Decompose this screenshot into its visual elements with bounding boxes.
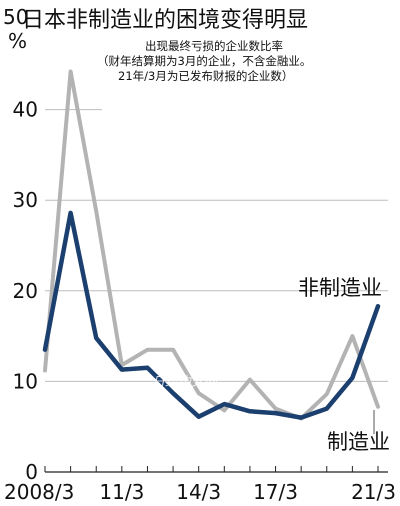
series-lines <box>42 69 381 421</box>
x-tick-labels: 2008/3 11/3 14/3 17/3 21/3 <box>4 466 396 504</box>
series-label-manufacturing: 制造业 <box>327 430 390 454</box>
chart-subtitle-line-1: 出现最终亏损的企业数比率 <box>145 39 283 53</box>
series-line-non-manufacturing <box>42 210 381 420</box>
y-axis-unit: % <box>8 29 27 53</box>
y-tick-labels: 0 10 20 30 40 <box>13 98 38 484</box>
x-tick-label: 21/3 <box>351 480 396 504</box>
x-tick-label: 2008/3 <box>4 480 74 504</box>
x-tick-label: 14/3 <box>176 480 221 504</box>
y-axis-top-value: 50 <box>3 5 28 29</box>
watermark: 日经中文网 <box>152 374 219 390</box>
x-tick-label: 11/3 <box>99 480 144 504</box>
chart-subtitle-line-3: 21年/3月为已发布财报的企业数） <box>118 69 293 83</box>
series-label-non-manufacturing: 非制造业 <box>298 276 382 300</box>
chart-title: 日本非制造业的困境变得明显 <box>22 8 308 33</box>
series-line-manufacturing <box>43 69 380 421</box>
y-tick-label: 20 <box>13 279 38 303</box>
y-tick-label: 10 <box>13 369 38 393</box>
y-tick-label: 30 <box>13 188 38 212</box>
y-tick-label: 0 <box>25 460 38 484</box>
chart-subtitle-line-2: （财年结算期为3月的企业，不含金融业。 <box>97 54 311 68</box>
x-tick-label: 17/3 <box>253 480 298 504</box>
y-tick-label: 40 <box>13 98 38 122</box>
